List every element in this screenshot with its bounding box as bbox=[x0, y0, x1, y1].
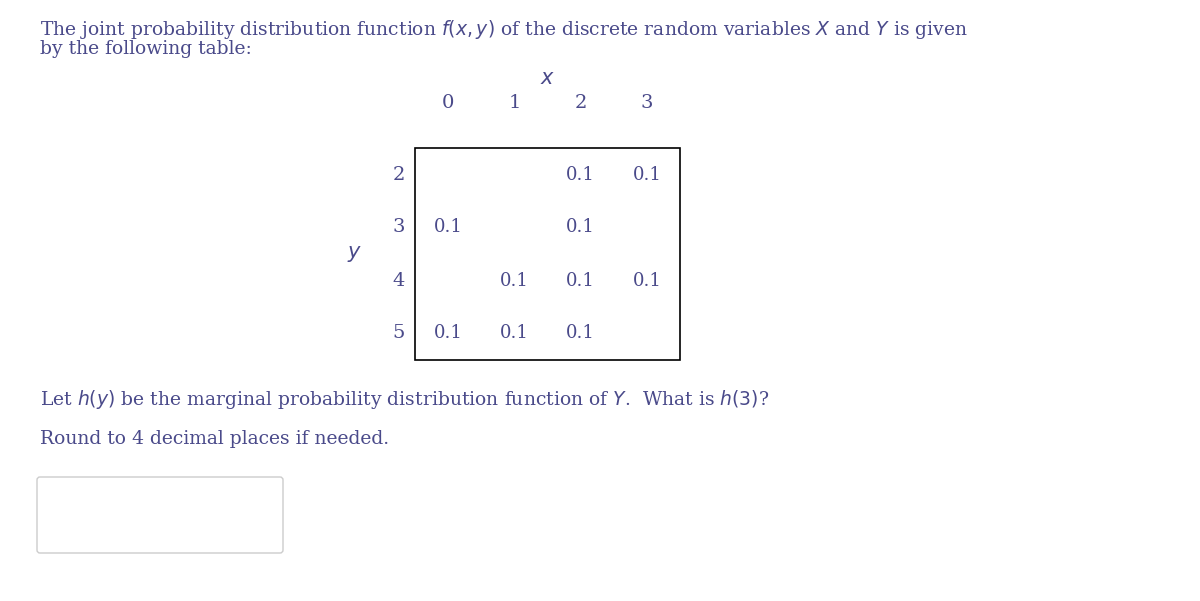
Text: 4: 4 bbox=[392, 272, 406, 290]
FancyBboxPatch shape bbox=[37, 477, 283, 553]
Text: 0.1: 0.1 bbox=[500, 325, 529, 343]
Text: by the following table:: by the following table: bbox=[40, 40, 252, 58]
Text: 0.1: 0.1 bbox=[566, 219, 595, 237]
Text: $y$: $y$ bbox=[348, 244, 362, 264]
Text: 0.1: 0.1 bbox=[632, 272, 661, 290]
Text: 0.1: 0.1 bbox=[433, 325, 462, 343]
Text: 3: 3 bbox=[392, 219, 406, 237]
Text: 0: 0 bbox=[442, 94, 455, 112]
Text: 1: 1 bbox=[508, 94, 521, 112]
Text: Round to 4 decimal places if needed.: Round to 4 decimal places if needed. bbox=[40, 430, 389, 448]
Text: 2: 2 bbox=[392, 165, 406, 183]
Text: The joint probability distribution function $f(x, y)$ of the discrete random var: The joint probability distribution funct… bbox=[40, 18, 968, 41]
Text: 0.1: 0.1 bbox=[500, 272, 529, 290]
Text: 0.1: 0.1 bbox=[566, 325, 595, 343]
Text: 0.1: 0.1 bbox=[433, 219, 462, 237]
Text: Let $h(y)$ be the marginal probability distribution function of $Y$.  What is $h: Let $h(y)$ be the marginal probability d… bbox=[40, 388, 769, 411]
Text: 2: 2 bbox=[575, 94, 587, 112]
Text: 0.1: 0.1 bbox=[632, 165, 661, 183]
Text: $x$: $x$ bbox=[540, 69, 556, 88]
Text: 5: 5 bbox=[392, 325, 406, 343]
Text: 0.1: 0.1 bbox=[566, 272, 595, 290]
Text: 0.1: 0.1 bbox=[566, 165, 595, 183]
Text: 3: 3 bbox=[641, 94, 653, 112]
